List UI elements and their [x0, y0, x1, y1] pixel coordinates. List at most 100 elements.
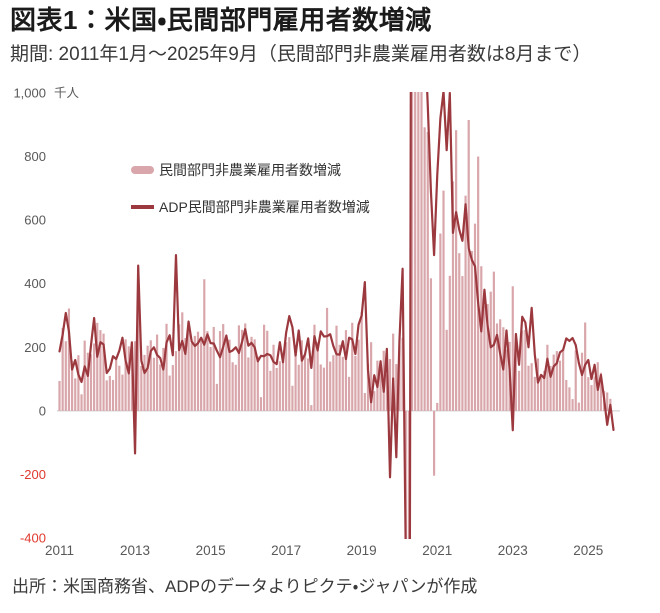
payrolls-bar	[543, 370, 546, 411]
payrolls-bar	[536, 358, 540, 411]
payrolls-bar	[486, 304, 489, 411]
payrolls-bar	[307, 358, 310, 411]
payrolls-bar	[423, 127, 426, 411]
payrolls-bar	[495, 323, 499, 411]
payrolls-bar	[310, 405, 313, 411]
payrolls-bar	[322, 367, 326, 411]
payrolls-bar	[278, 361, 281, 411]
payrolls-bar	[206, 331, 209, 411]
payrolls-bar	[171, 365, 174, 411]
payrolls-bar	[64, 341, 67, 411]
payrolls-bar	[590, 385, 593, 411]
payrolls-bar	[360, 311, 363, 411]
payrolls-bar	[86, 352, 89, 411]
payrolls-bar	[115, 360, 118, 411]
payrolls-bar	[373, 391, 376, 411]
payrolls-bar	[455, 130, 458, 411]
payrolls-bar	[168, 375, 171, 411]
payrolls-bar	[410, 92, 414, 411]
payrolls-bar	[546, 344, 549, 411]
payrolls-bar	[530, 363, 533, 411]
payrolls-bar	[275, 367, 278, 411]
payrolls-bar	[234, 364, 237, 411]
payrolls-bar	[565, 380, 568, 411]
payrolls-bar	[133, 341, 137, 411]
x-axis-ticks: 2011 2013 2015 2017 2019 2021 2023 2025	[45, 543, 603, 558]
payrolls-bar	[237, 325, 241, 411]
payrolls-bar	[445, 329, 448, 411]
employment-change-chart: 1,000 800 600 400 200 0 -200 -400 千人 2011 2013 2015…	[13, 86, 620, 558]
payrolls-bar	[140, 366, 143, 411]
payrolls-bar	[127, 346, 130, 411]
payrolls-bar	[118, 365, 121, 411]
payrolls-bar	[521, 330, 524, 411]
y-tick-label: -400	[20, 531, 46, 546]
payrolls-bar	[215, 383, 218, 411]
payrolls-bar	[555, 351, 558, 411]
payrolls-bar	[89, 354, 93, 411]
payrolls-bar	[285, 342, 288, 411]
payrolls-bar	[370, 342, 373, 411]
x-tick-label: 2017	[271, 543, 301, 558]
payrolls-bar	[552, 354, 555, 411]
payrolls-bar	[458, 253, 461, 411]
payrolls-bar	[347, 376, 351, 411]
payrolls-bar	[272, 344, 275, 411]
payrolls-bar	[181, 312, 184, 411]
payrolls-bar	[407, 410, 410, 539]
payrolls-bar	[533, 376, 536, 411]
payrolls-bar	[152, 357, 156, 411]
payrolls-bar	[162, 347, 165, 411]
payrolls-bar	[395, 364, 398, 411]
payrolls-bar	[99, 330, 102, 411]
payrolls-bar	[325, 307, 329, 411]
x-tick-label: 2015	[196, 543, 226, 558]
chart-title: 図表1：米国・民間部門雇用者数増減	[10, 5, 432, 35]
payrolls-bar	[332, 355, 335, 411]
payrolls-bar	[401, 337, 404, 411]
y-tick-label: -200	[20, 467, 46, 482]
payrolls-bar	[143, 354, 146, 411]
payrolls-bar	[121, 374, 124, 411]
payrolls-bar	[196, 331, 200, 411]
payrolls-bar	[93, 343, 96, 411]
payrolls-bar	[266, 330, 269, 411]
payrolls-bar	[379, 363, 382, 411]
payrolls-bar	[329, 361, 332, 411]
payrolls-bar	[225, 338, 228, 411]
line-series-swatch	[131, 205, 154, 209]
payrolls-bar	[294, 345, 297, 411]
payrolls-bar	[392, 333, 395, 411]
payrolls-bar	[429, 278, 433, 411]
payrolls-bar	[193, 335, 196, 411]
payrolls-bar	[218, 331, 222, 411]
adp-line-series	[58, 92, 615, 539]
payrolls-bar	[489, 291, 492, 411]
payrolls-bar	[420, 92, 423, 411]
legend-label-adp: ADP民間部門非農業雇用者数増減	[159, 199, 370, 215]
payrolls-bar	[281, 361, 285, 411]
legend-item-adp: ADP民間部門非農業雇用者数増減	[131, 197, 370, 217]
payrolls-bar	[593, 376, 596, 411]
legend-label-payrolls: 民間部門非農業雇用者数増減	[159, 162, 341, 178]
payrolls-bar	[184, 338, 187, 411]
payrolls-bar-series	[58, 92, 612, 539]
payrolls-bar	[155, 334, 159, 411]
y-axis-ticks: 1,000 800 600 400 200 0 -200 -400 千人	[13, 86, 79, 546]
payrolls-bar	[83, 340, 86, 411]
payrolls-bar	[240, 329, 244, 411]
payrolls-bar	[102, 333, 105, 411]
payrolls-bar	[200, 340, 203, 411]
payrolls-bar	[190, 343, 193, 411]
payrolls-bar	[247, 357, 250, 411]
payrolls-bar	[587, 377, 590, 411]
chart-period-subtitle: 期間: 2011年1月～2025年9月（民間部門非農業雇用者数は8月まで）	[10, 44, 592, 65]
payrolls-bar	[439, 233, 442, 411]
payrolls-bar	[524, 329, 527, 411]
payrolls-bar	[577, 402, 580, 411]
payrolls-bar	[470, 250, 473, 411]
payrolls-bar	[291, 385, 294, 411]
payrolls-bar	[288, 337, 291, 411]
y-tick-label: 0	[39, 403, 46, 418]
